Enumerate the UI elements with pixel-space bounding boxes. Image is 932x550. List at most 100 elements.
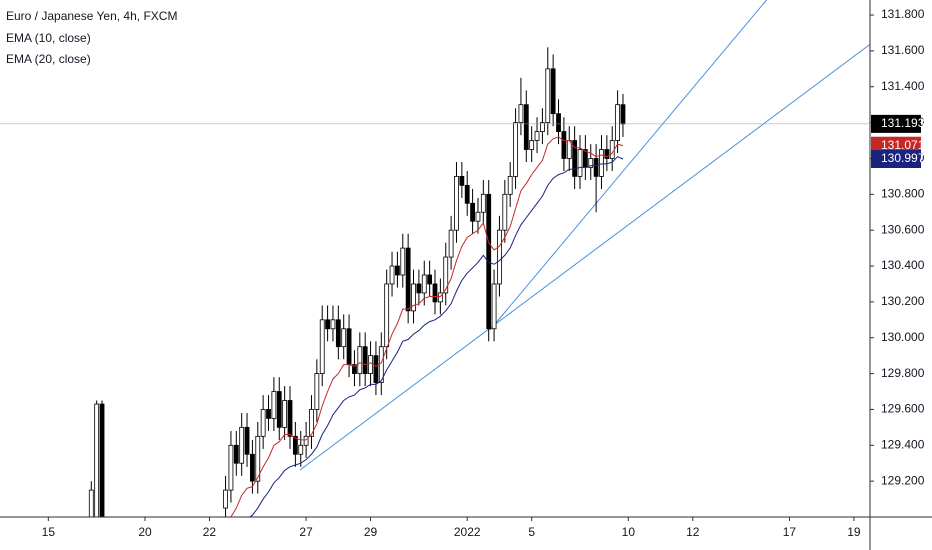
y-tick-label: 130.000 (881, 330, 925, 344)
candle-body (470, 202, 475, 222)
candle-body (615, 104, 620, 141)
candle-body (99, 403, 105, 517)
candle-body (448, 229, 454, 258)
candle-body (352, 364, 357, 374)
candle-body (223, 489, 228, 509)
candle-body (459, 175, 465, 186)
candle-body (480, 193, 486, 213)
legend-entry: EMA (20, close) (6, 52, 91, 66)
candle-body (464, 184, 470, 204)
trend-line (299, 43, 870, 471)
candle-body (400, 247, 406, 276)
candle-body (298, 444, 304, 455)
candle-body (266, 409, 271, 419)
candle-body (325, 319, 330, 330)
x-tick-label: 15 (42, 525, 56, 539)
candle-body (454, 175, 459, 231)
candle-body (507, 175, 513, 195)
candle-body (577, 149, 583, 177)
price-badge (871, 150, 921, 169)
y-tick-label: 130.200 (881, 294, 925, 308)
y-tick-label: 130.400 (881, 258, 925, 272)
y-tick-label: 131.600 (881, 43, 925, 57)
candle-body (534, 131, 540, 141)
candle-body (244, 426, 250, 455)
candle-body (421, 274, 427, 294)
candle-body (287, 400, 293, 437)
candle-body (593, 158, 599, 177)
candle-body (513, 122, 518, 177)
candle-body (491, 283, 497, 330)
x-tick-label: 5 (528, 525, 535, 539)
candle-body (497, 229, 502, 285)
candle-body (239, 426, 245, 464)
candle-body (416, 283, 422, 294)
candle-body (609, 140, 615, 159)
candle-body (604, 149, 610, 159)
candle-body (357, 346, 363, 374)
x-tick-label: 22 (203, 525, 217, 539)
candle-body (437, 292, 443, 303)
y-tick-label: 130.600 (881, 222, 925, 236)
candle-body (572, 140, 578, 177)
candle-body (411, 283, 416, 312)
y-tick-label: 131.400 (881, 79, 925, 93)
candle-body (319, 319, 325, 374)
candle-body (292, 435, 298, 455)
candle-body (303, 435, 309, 446)
y-tick-label: 131.800 (881, 7, 925, 21)
candle-body (502, 193, 508, 231)
x-tick-label: 2022 (454, 525, 481, 539)
candle-body (88, 489, 94, 517)
x-tick-label: 19 (847, 525, 861, 539)
candle-body (373, 355, 379, 383)
trend-line (489, 0, 768, 331)
candle-body (556, 113, 561, 132)
candle-body (432, 283, 438, 303)
price-badge-label: 131.193 (881, 116, 925, 130)
candle-body (405, 247, 411, 312)
candle-body (255, 435, 261, 482)
x-tick-label: 10 (622, 525, 636, 539)
candle-body (282, 400, 288, 428)
candle-body (443, 256, 449, 294)
candle-body (529, 140, 535, 150)
candle-body (233, 444, 239, 464)
candle-body (561, 131, 567, 159)
y-tick-label: 129.600 (881, 402, 925, 416)
candle-body (314, 373, 320, 410)
candle-body (335, 319, 341, 348)
candle-body (523, 104, 529, 150)
candle-body (309, 409, 314, 437)
candle-body (550, 68, 556, 115)
y-tick-label: 130.800 (881, 186, 925, 200)
price-badge-label: 130.997 (881, 151, 925, 165)
candle-body (389, 265, 395, 285)
candle-body (362, 346, 368, 374)
ema-line (248, 156, 624, 517)
ema-line (230, 136, 624, 517)
candle-body (276, 391, 282, 428)
candle-body (94, 403, 100, 517)
candle-body (395, 265, 400, 276)
legend-entry: EMA (10, close) (6, 31, 91, 45)
y-tick-label: 129.800 (881, 366, 925, 380)
candle-body (427, 274, 433, 285)
candle-body (620, 104, 626, 125)
plot-area (88, 0, 870, 517)
chart-title: Euro / Japanese Yen, 4h, FXCM (6, 9, 177, 23)
x-tick-label: 27 (299, 525, 313, 539)
candle-body (588, 158, 594, 168)
x-tick-label: 12 (686, 525, 700, 539)
candle-body (540, 122, 545, 132)
x-tick-label: 17 (783, 525, 797, 539)
price-badge-label: 131.071 (881, 138, 925, 152)
candle-body (384, 283, 390, 348)
candle-body (368, 355, 373, 374)
y-tick-label: 129.400 (881, 437, 925, 451)
candle-body (518, 104, 524, 124)
candle-body (260, 409, 266, 437)
candle-body (228, 444, 234, 491)
x-tick-label: 29 (364, 525, 378, 539)
